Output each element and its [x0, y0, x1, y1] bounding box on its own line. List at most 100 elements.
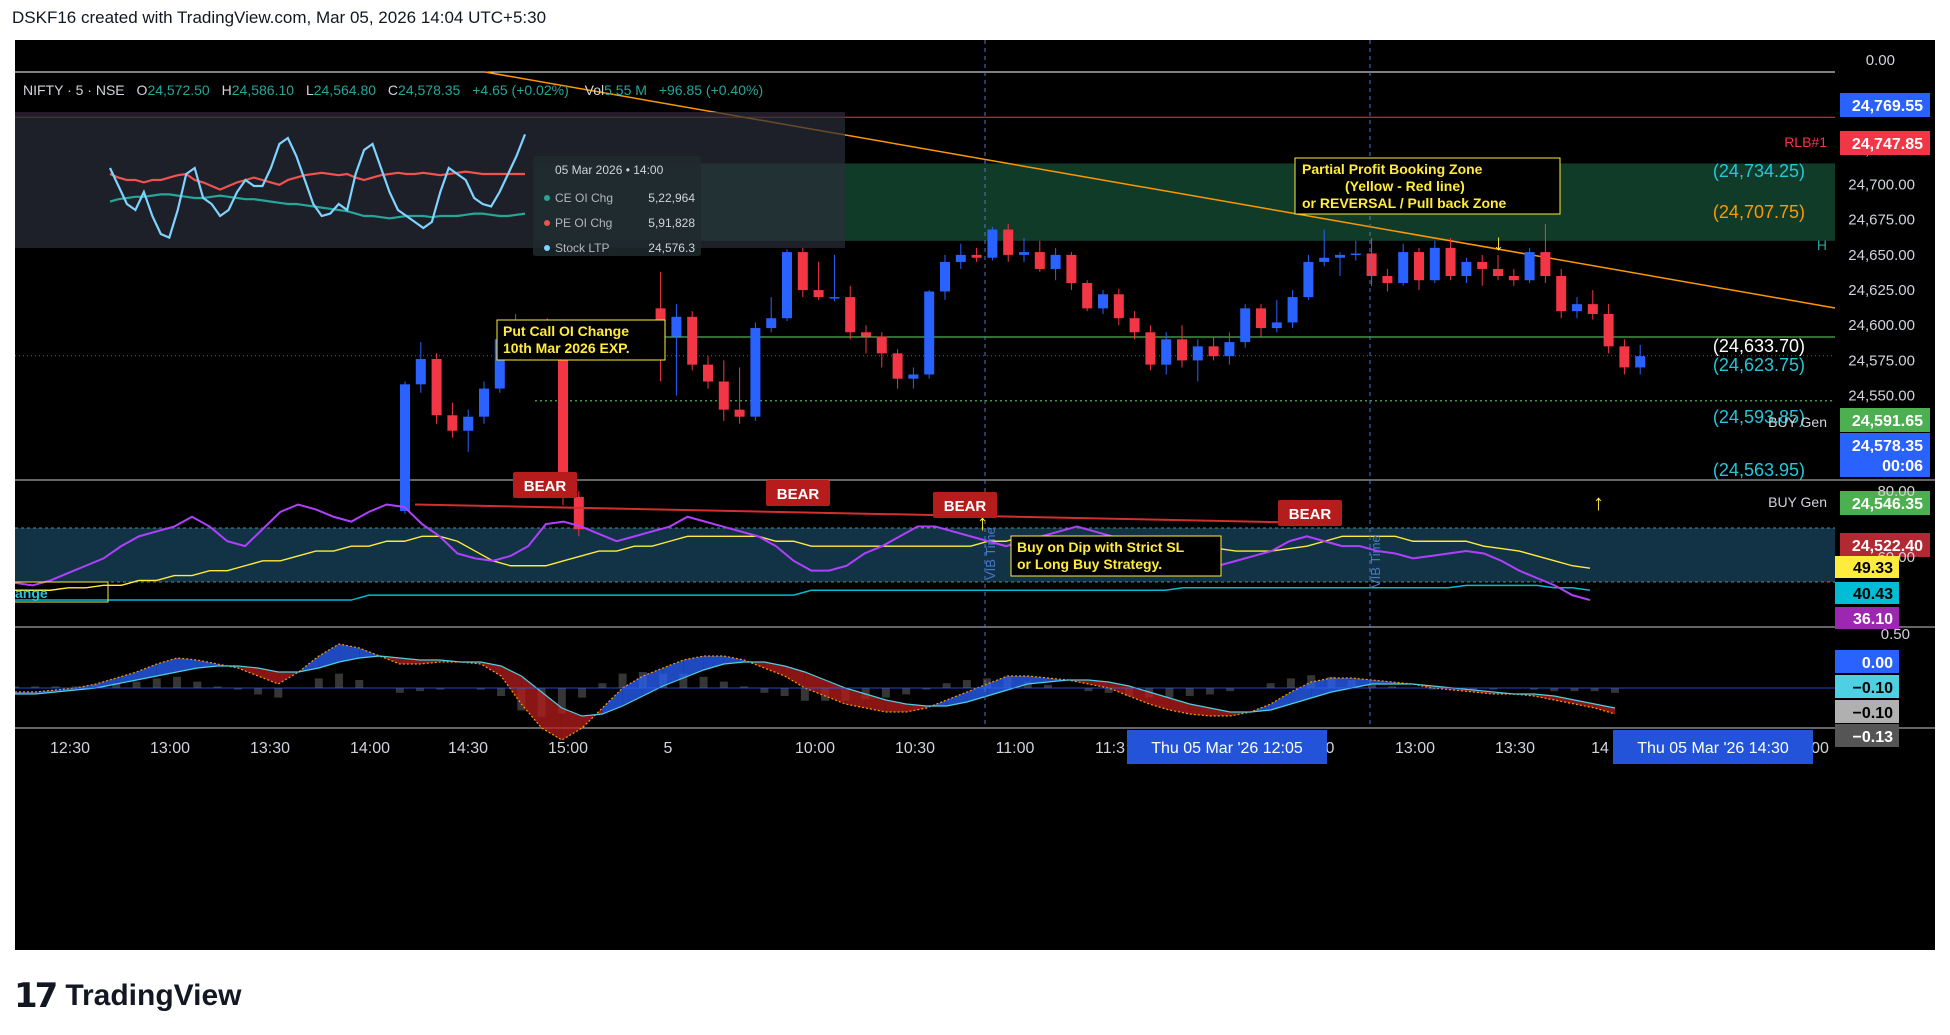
- candle-body: [1382, 276, 1393, 284]
- time-tick: 13:30: [1495, 740, 1535, 757]
- rsi-tag-text: 49.33: [1853, 560, 1893, 577]
- macd-fill-segment: [1169, 698, 1190, 714]
- macd-fill-segment: [1149, 692, 1170, 710]
- macd-histogram-bar: [983, 678, 992, 688]
- ce-dot-icon: [544, 195, 550, 201]
- price-tick: 24,650.00: [1848, 247, 1915, 264]
- time-tick: 11:3: [1095, 740, 1125, 757]
- candle-body: [1461, 261, 1472, 276]
- macd-fill-segment: [136, 664, 157, 680]
- bear-label-text: BEAR: [944, 498, 987, 515]
- macd-fill-segment: [561, 708, 583, 740]
- candle-body: [1050, 254, 1061, 269]
- macd-histogram-bar: [1611, 688, 1619, 693]
- macd-histogram-bar: [780, 688, 789, 696]
- macd-fill-segment: [501, 666, 522, 704]
- time-axis[interactable]: 12:30 13:00 13:30 14:00 14:30 15:00 5 10:00 10:3…: [50, 740, 1829, 757]
- candle-body: [687, 316, 698, 365]
- rlb-label: RLB#1: [1784, 134, 1827, 150]
- rsi-cyan-line: [15, 584, 1591, 601]
- macd-histogram-bar: [760, 688, 769, 693]
- macd-histogram-bar: [942, 683, 951, 688]
- bear-label-box: [933, 492, 997, 518]
- h-cut-label: H: [1817, 237, 1827, 253]
- candle-body: [1177, 339, 1187, 361]
- macd-histogram-bar: [51, 686, 60, 688]
- macd-histogram-bar: [1043, 684, 1052, 688]
- macd-histogram-bar: [436, 688, 445, 690]
- macd-histogram-bar: [314, 678, 323, 688]
- macd-tag-box: [1835, 650, 1899, 673]
- macd-fill-segment: [318, 644, 340, 668]
- candle-body: [1113, 294, 1124, 319]
- macd-histogram-bar: [274, 688, 283, 698]
- bear-label-text: BEAR: [777, 486, 820, 503]
- candle-body: [1556, 276, 1567, 312]
- oi-overlay-panel: [15, 112, 845, 248]
- candle-body: [400, 384, 410, 511]
- put-call-annotation: Put Call OI Change 10th Mar 2026 EXP.: [496, 319, 666, 361]
- bear-label-box: [513, 472, 577, 498]
- macd-histogram-bar: [618, 673, 627, 688]
- time-tick: 13:00: [150, 740, 190, 757]
- macd-histogram-bar: [31, 686, 40, 688]
- macd-histogram-bar: [132, 681, 141, 688]
- chart-canvas[interactable]: NIFTY · 5 · NSE O24,572.50 H24,586.10 L2…: [11, 40, 1935, 950]
- svg-text:or REVERSAL / Pull back Zone: or REVERSAL / Pull back Zone: [1302, 195, 1507, 211]
- candle-body: [1019, 252, 1029, 255]
- macd-histogram-bar: [962, 680, 971, 688]
- candle-body: [1619, 346, 1630, 368]
- level-label-5: (24,593.85): [1713, 407, 1805, 427]
- macd-fill-segment: [521, 676, 542, 728]
- price-tag-box: [1840, 453, 1930, 477]
- rsi-pane: [14, 503, 1591, 602]
- time-tick: 13:00: [1395, 740, 1435, 757]
- tradingview-wordmark: TradingView: [65, 979, 242, 1012]
- candle-body: [1414, 252, 1424, 281]
- candle-body: [1082, 283, 1093, 309]
- buy-gen-label: BUY Gen: [1768, 414, 1827, 430]
- rsi-tag-box: [1835, 582, 1899, 604]
- candle-body: [494, 339, 505, 389]
- candle-body: [1477, 261, 1488, 269]
- candle-body: [479, 388, 489, 417]
- candle-body: [1256, 308, 1266, 329]
- candle-body: [1429, 247, 1440, 281]
- buy-gen-label-2: BUY Gen: [1768, 494, 1827, 510]
- candle-body: [1540, 252, 1551, 276]
- candle-body: [1572, 304, 1582, 312]
- level-label-6: (24,563.95): [1713, 460, 1805, 480]
- level-label-4: (24,623.75): [1713, 355, 1805, 375]
- macd-histogram-bar: [1489, 688, 1498, 690]
- svg-text:ange: ange: [15, 585, 48, 601]
- candle-body: [1098, 294, 1108, 309]
- macd-histogram-bar: [1590, 688, 1599, 692]
- time-tick: 15:00: [548, 740, 588, 757]
- svg-text:Buy on Dip with Strict SL: Buy on Dip with Strict SL: [1017, 539, 1185, 555]
- macd-fill-segment: [784, 666, 805, 688]
- candle-body: [734, 409, 745, 417]
- up-arrow-icon-2: ↑: [1593, 490, 1604, 515]
- macd-histogram-bar: [254, 688, 263, 695]
- macd-histogram-bar: [71, 686, 80, 688]
- macd-histogram-bar: [1529, 688, 1538, 690]
- price-axis[interactable]: 24,725.0024,700.0024,675.0024,650.0024,6…: [1840, 52, 1930, 557]
- rsi-line: [14, 503, 1591, 602]
- macd-histogram-bar: [173, 676, 182, 688]
- price-tick: 24,600.00: [1848, 317, 1915, 334]
- macd-tag-text: −0.10: [1853, 680, 1894, 697]
- candle-body: [1208, 346, 1219, 357]
- macd-histogram-bar: [881, 688, 890, 698]
- candle-body: [1034, 252, 1045, 269]
- tradingview-logo[interactable]: 17 TradingView: [14, 976, 242, 1016]
- time-tick: 10:30: [895, 740, 935, 757]
- candle-body: [955, 254, 966, 262]
- macd-histogram-bar: [1023, 681, 1032, 688]
- macd-pane: [11, 643, 1835, 741]
- chart-area[interactable]: NIFTY · 5 · NSE O24,572.50 H24,586.10 L2…: [11, 40, 1935, 950]
- rsi-ma-line: [15, 535, 1591, 591]
- candle-body: [940, 261, 950, 292]
- candle-body: [1003, 229, 1014, 255]
- macd-fill-segment: [1371, 680, 1393, 684]
- price-tag-box: [1840, 533, 1930, 557]
